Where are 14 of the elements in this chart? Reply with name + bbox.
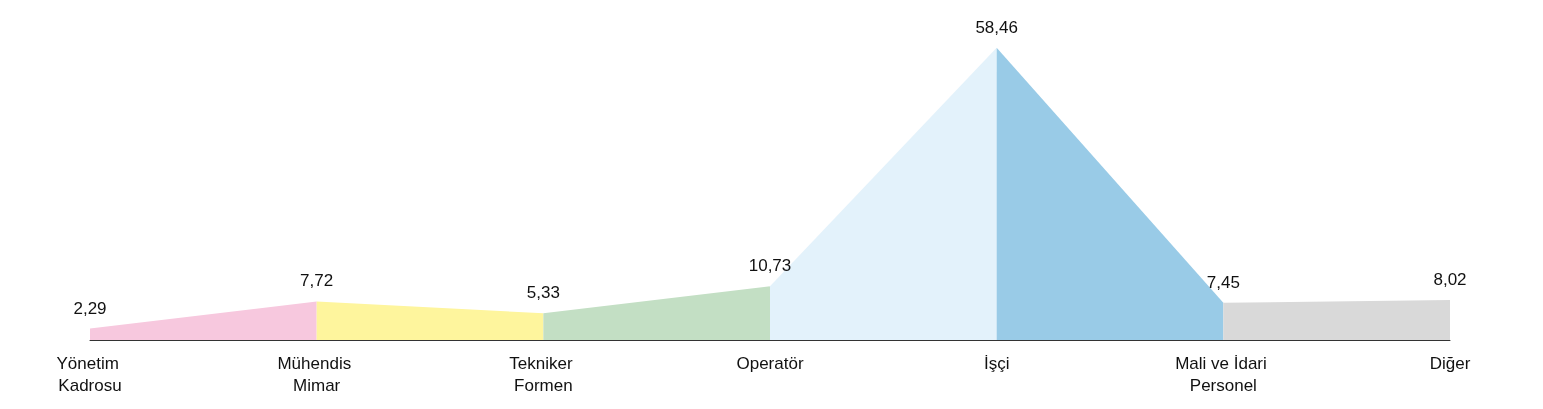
data-label: 2,29 <box>73 298 107 318</box>
data-label: 5,33 <box>526 283 560 303</box>
x-tick-label: Mali ve İdari Personel <box>1175 353 1272 395</box>
data-label: 10,73 <box>748 256 792 276</box>
data-label: 7,72 <box>300 271 334 291</box>
x-tick-label: Mühendis Mimar <box>277 353 356 395</box>
x-tick-label: Operatör <box>736 353 804 373</box>
x-tick-label: Diğer <box>1429 353 1471 373</box>
data-label: 58,46 <box>975 17 1018 37</box>
x-tick-label: İşçi <box>983 353 1010 373</box>
data-label: 8,02 <box>1433 269 1467 289</box>
x-tick-label: Tekniker Formen <box>509 353 578 395</box>
data-label: 7,45 <box>1206 272 1240 292</box>
x-tick-label: Yönetim Kadrosu <box>56 353 124 395</box>
